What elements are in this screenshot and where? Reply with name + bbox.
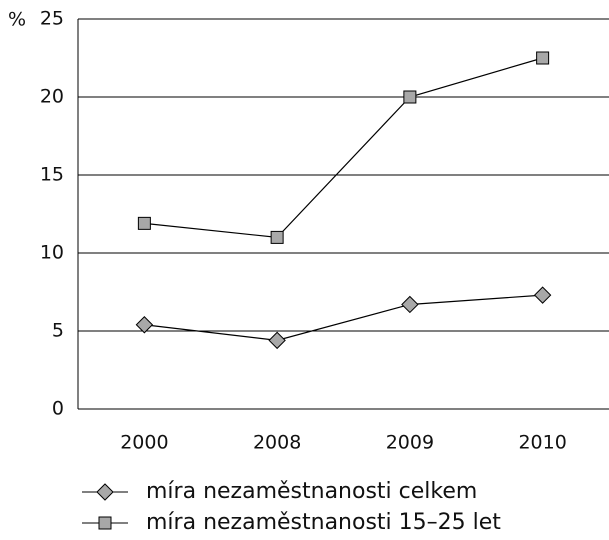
legend-label: míra nezaměstnanosti 15–25 let (146, 510, 501, 535)
marker-square (403, 90, 417, 104)
x-tick-label: 2008 (253, 432, 301, 454)
marker-diamond (533, 286, 552, 304)
x-tick-label: 2000 (120, 432, 168, 454)
y-tick-label: 5 (52, 320, 64, 342)
marker-diamond (401, 295, 419, 314)
series-line (144, 294, 543, 341)
legend-label: míra nezaměstnanosti celkem (146, 479, 477, 504)
marker-diamond (135, 316, 154, 334)
y-tick-label: 10 (40, 242, 64, 264)
series-line (144, 57, 543, 239)
marker-square (137, 216, 151, 230)
x-tick-label: 2010 (518, 432, 566, 454)
y-tick-label: 25 (40, 8, 64, 30)
y-tick-label: 0 (52, 398, 64, 420)
marker-square (270, 230, 284, 244)
y-tick-label: 15 (40, 164, 64, 186)
marker-square (98, 516, 112, 530)
y-axis-label: % (8, 9, 26, 31)
marker-diamond (268, 331, 286, 350)
marker-square (536, 51, 550, 65)
marker-diamond (96, 483, 114, 501)
y-tick-label: 20 (40, 86, 64, 108)
x-tick-label: 2009 (386, 432, 434, 454)
